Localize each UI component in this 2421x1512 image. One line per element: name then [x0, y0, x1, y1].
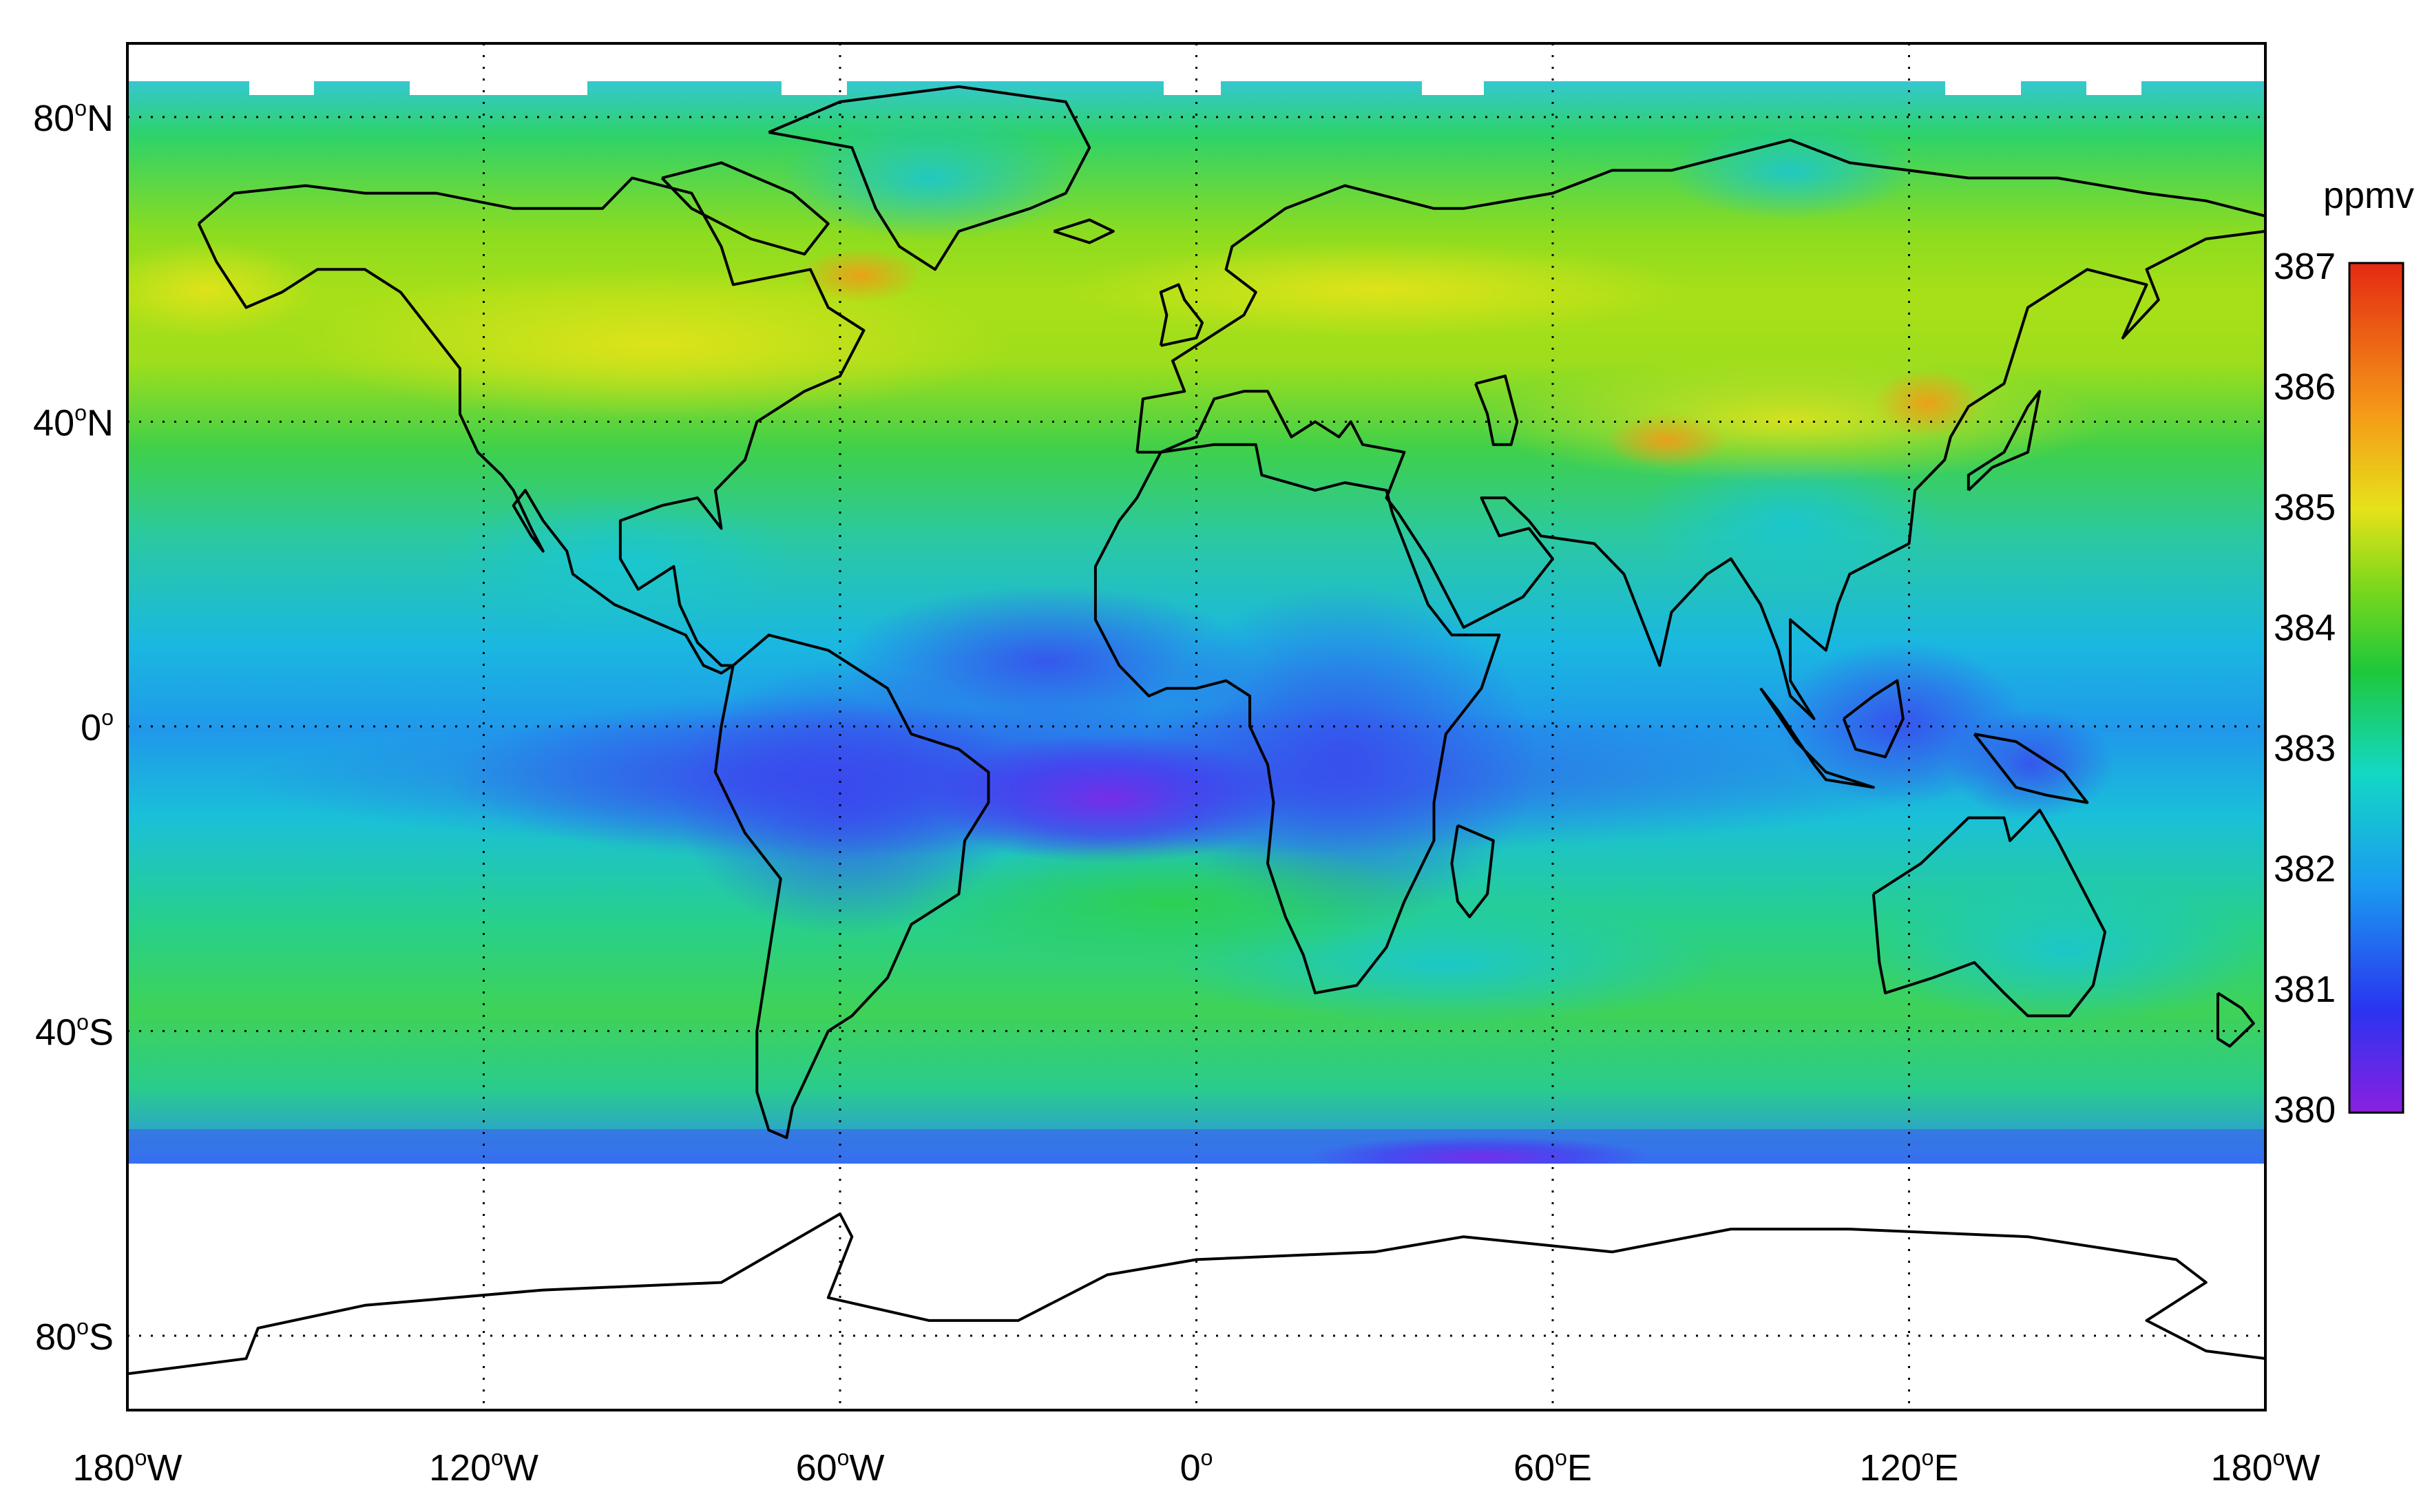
colorbar-tick-label: 382 [2274, 848, 2336, 890]
longitude-label: 0o [1180, 1445, 1213, 1489]
madagascar-coastline [1450, 823, 1495, 918]
sumatra-java-coastline [1759, 687, 1875, 789]
colorbar-tick-label: 387 [2274, 246, 2336, 287]
latitude-label: 80oS [35, 1314, 114, 1358]
longitude-label: 120oE [1860, 1445, 1959, 1489]
colorbar-gradient [2348, 262, 2404, 1114]
british-isles-coastline [1159, 283, 1204, 347]
colorbar-tick-label: 381 [2274, 969, 2336, 1010]
iceland-coastline [1053, 218, 1115, 244]
greenland-coastline [768, 85, 1091, 271]
latitude-label: 80oN [33, 96, 114, 139]
eurasia-coastline [1135, 138, 2265, 720]
new-zealand-coastline [2216, 991, 2255, 1048]
missing-data-gaps [249, 81, 2141, 95]
colorbar-tick-label: 384 [2274, 607, 2336, 649]
latitude-label: 40oS [35, 1010, 114, 1053]
colorbar: ppmv 387 386 385 384 383 382 381 380 [2274, 175, 2414, 1131]
colorbar-tick-label: 380 [2274, 1089, 2336, 1131]
colorbar-tick-label: 385 [2274, 487, 2336, 528]
caspian-sea-coastline [1474, 375, 1519, 446]
longitude-label: 180oW [73, 1445, 182, 1489]
africa-coastline [1093, 443, 1501, 995]
longitude-label: 60oW [796, 1445, 885, 1489]
north-america-coastline [197, 176, 866, 675]
japan-coastline [1967, 390, 2042, 492]
longitude-label: 180oW [2211, 1445, 2320, 1489]
co2-concentration-field [127, 81, 2265, 1164]
antarctica-coastline [127, 1212, 2265, 1376]
coastlines [127, 85, 2265, 1376]
colorbar-tick-label: 383 [2274, 728, 2336, 769]
latitude-axis-labels: 80oN 40oN 0o 40oS 80oS [33, 96, 114, 1358]
australia-coastline [1872, 808, 2107, 1018]
new-guinea-coastline [1973, 733, 2089, 804]
longitude-label: 60oE [1513, 1445, 1592, 1489]
longitude-axis-labels: 180oW 120oW 60oW 0o 60oE 120oE 180oW [73, 1445, 2320, 1489]
colorbar-tick-labels: 387 386 385 384 383 382 381 380 [2274, 246, 2336, 1131]
longitude-label: 120oW [429, 1445, 538, 1489]
baffin-island-coastline [660, 161, 830, 256]
latitude-label: 40oN [33, 401, 114, 444]
borneo-coastline [1842, 679, 1905, 759]
latitude-label: 0o [81, 705, 114, 748]
map-frame [126, 42, 2267, 1411]
colorbar-unit-label: ppmv [2323, 175, 2414, 216]
colorbar-tick-label: 386 [2274, 366, 2336, 408]
south-america-coastline [713, 633, 990, 1140]
